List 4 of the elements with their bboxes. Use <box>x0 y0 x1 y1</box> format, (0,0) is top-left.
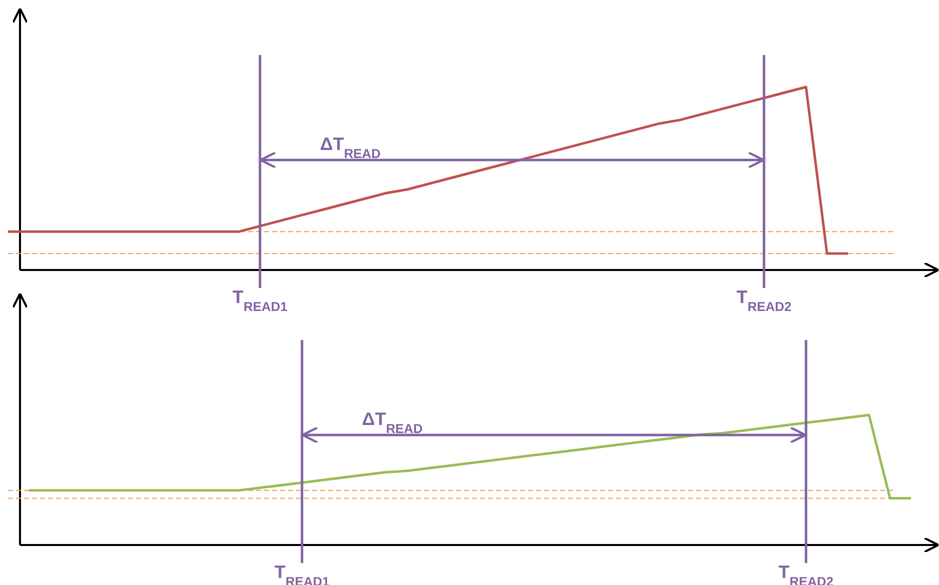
x-tick-label: T$_{READ1}$ <box>232 287 288 314</box>
annotation: ΔT$_{READ}$ <box>320 134 381 160</box>
annotation: ΔT$_{READ}$ <box>362 409 423 436</box>
x-tick-label: T$_{READ2}$ <box>736 287 792 314</box>
